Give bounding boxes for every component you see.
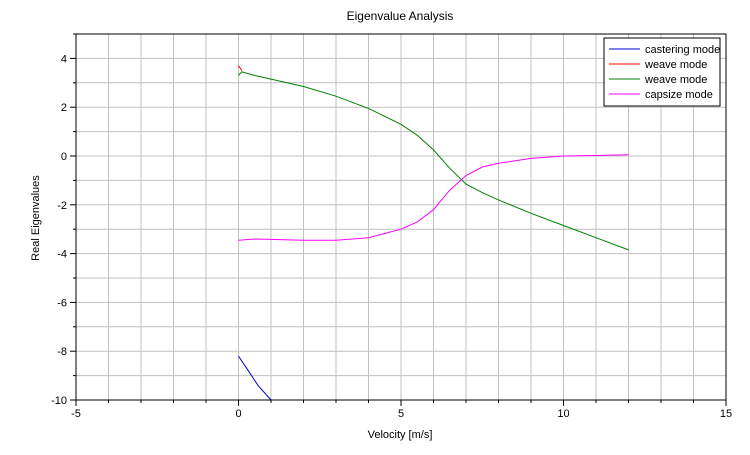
x-tick-label: 15: [720, 408, 732, 420]
grid: [76, 34, 726, 400]
legend-entry: weave mode: [644, 59, 707, 71]
x-tick-label: 5: [398, 408, 404, 420]
plot-frame: [75, 33, 727, 401]
y-tick-label: 4: [61, 53, 67, 65]
series-line-capsize-mode: [238, 154, 629, 241]
series-lines: [238, 65, 629, 401]
legend: castering mode weave mode weave mode capsiz…: [603, 37, 721, 107]
tick-marks: [70, 33, 727, 406]
series-line-weave-mode: [238, 71, 629, 251]
series-line-castering-mode: [238, 355, 272, 401]
x-tick-label: 10: [557, 408, 569, 420]
y-tick-label: -8: [57, 346, 67, 358]
y-tick-label: -2: [57, 200, 67, 212]
x-tick-label: 0: [235, 408, 241, 420]
series-line-weave-mode: [238, 65, 243, 71]
y-tick-label: 0: [61, 151, 67, 163]
y-tick-label: -10: [51, 395, 67, 407]
y-tick-label: -6: [57, 297, 67, 309]
tick-labels: -5 0 5 10 15 -10 -8 -6 -4 -2 0 2 4: [51, 53, 732, 420]
legend-entry: weave mode: [644, 74, 707, 86]
y-tick-label: -4: [57, 249, 67, 261]
legend-entry: capsize mode: [645, 89, 713, 101]
x-tick-label: -5: [71, 408, 81, 420]
y-tick-label: 2: [61, 102, 67, 114]
chart-title: Eigenvalue Analysis: [347, 9, 454, 23]
x-axis-label: Velocity [m/s]: [368, 429, 433, 441]
y-axis-label: Real Eigenvalues: [30, 175, 42, 261]
legend-entry: castering mode: [645, 44, 720, 56]
